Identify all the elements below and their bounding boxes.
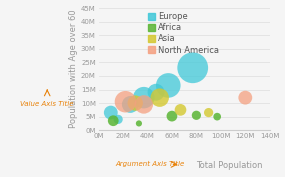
Y-axis label: Population with Age over 60: Population with Age over 60 bbox=[69, 10, 78, 129]
Text: Argument Axis Title: Argument Axis Title bbox=[115, 161, 185, 167]
Point bbox=[157, 96, 162, 99]
Point bbox=[128, 103, 133, 106]
Point bbox=[178, 109, 183, 111]
Legend: Europe, Africa, Asia, North America: Europe, Africa, Asia, North America bbox=[146, 10, 221, 57]
Point bbox=[243, 96, 248, 99]
Point bbox=[215, 115, 219, 118]
Point bbox=[133, 102, 138, 104]
Point bbox=[166, 84, 170, 87]
Point bbox=[111, 119, 115, 122]
Point bbox=[123, 100, 128, 103]
Point bbox=[109, 111, 113, 114]
Point bbox=[142, 96, 146, 99]
Point bbox=[206, 111, 211, 114]
Point bbox=[137, 122, 141, 125]
Point bbox=[194, 114, 199, 117]
Point bbox=[190, 66, 195, 69]
Point bbox=[170, 115, 174, 118]
Point bbox=[142, 103, 146, 106]
Text: Total Population: Total Population bbox=[196, 161, 262, 170]
Point bbox=[116, 118, 121, 121]
Text: Value Axis Title: Value Axis Title bbox=[21, 101, 74, 107]
Point bbox=[154, 91, 158, 94]
